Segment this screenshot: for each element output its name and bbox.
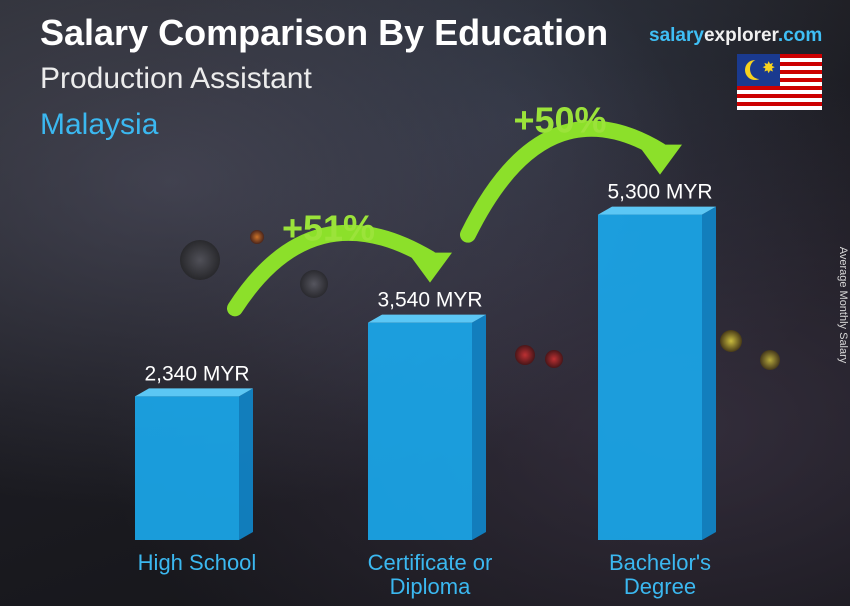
bar-side-0: [239, 388, 253, 540]
increase-label-1: +50%: [513, 100, 606, 141]
bar-top-2: [598, 206, 716, 215]
value-label-1: 3,540 MYR: [377, 289, 482, 312]
chart-title: Salary Comparison By Education: [40, 12, 609, 53]
category-label-0: High School: [138, 550, 257, 575]
bar-2: [598, 214, 702, 540]
category-label-2: Bachelor's Degree: [609, 550, 711, 599]
bar-top-0: [135, 388, 253, 397]
bar-side-1: [472, 314, 486, 540]
increase-arrow-1: [460, 120, 668, 243]
bar-side-2: [702, 206, 716, 540]
brand-part-domain: .com: [777, 25, 823, 46]
increase-label-0: +51%: [282, 208, 375, 249]
bar-1: [368, 322, 472, 540]
brand-link[interactable]: salaryexplorer.com: [649, 25, 822, 47]
job-title: Production Assistant: [40, 62, 312, 95]
increase-arrowhead-1: [638, 144, 682, 175]
malaysia-flag-icon: ✸: [737, 54, 822, 110]
bar-top-1: [368, 314, 486, 323]
brand-part-salary: salary: [649, 25, 704, 46]
brand-part-explorer: explorer: [703, 25, 778, 46]
value-label-2: 5,300 MYR: [607, 181, 712, 204]
value-label-0: 2,340 MYR: [144, 362, 249, 385]
country-label: Malaysia: [40, 108, 159, 141]
increase-arrowhead-0: [408, 252, 452, 283]
bar-0: [135, 396, 239, 540]
increase-arrow-0: [227, 224, 438, 317]
category-label-1: Certificate or Diploma: [368, 550, 493, 599]
